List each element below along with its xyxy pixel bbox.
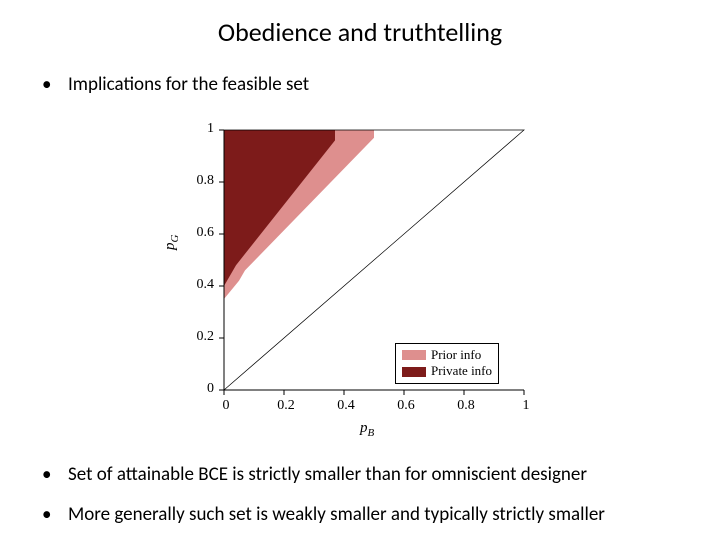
x-tick-label: 0.2: [274, 398, 298, 414]
y-tick-label: 1: [207, 121, 214, 137]
slide: Obedience and truthtelling • Implication…: [0, 0, 720, 540]
chart-svg: [164, 110, 556, 440]
y-tick-label: 0: [207, 381, 214, 397]
bullet-item: • Set of attainable BCE is strictly smal…: [40, 462, 680, 488]
x-tick-label: 1: [514, 398, 538, 414]
bullet-text: Set of attainable BCE is strictly smalle…: [68, 462, 587, 488]
feasible-set-chart: pG pB 0 0.2 0.4 0.6 0.8 1 0 0.2 0.4 0.6 0.8 1 Prior…: [164, 110, 556, 440]
bullet-marker: •: [40, 72, 68, 98]
bullet-text: Implications for the feasible set: [68, 72, 309, 98]
y-tick-label: 0.4: [197, 277, 215, 293]
y-tick-label: 0.8: [197, 173, 215, 189]
bullet-item: • Implications for the feasible set: [40, 72, 680, 98]
y-axis-label: pG: [162, 235, 181, 250]
legend-swatch: [402, 350, 426, 360]
bullet-marker: •: [40, 462, 68, 488]
bullets-bottom: • Set of attainable BCE is strictly smal…: [40, 462, 680, 541]
bullets-top: • Implications for the feasible set: [40, 72, 680, 112]
legend-label: Private info: [431, 363, 492, 379]
bullet-item: • More generally such set is weakly smal…: [40, 502, 680, 528]
x-tick-label: 0.4: [334, 398, 358, 414]
y-tick-label: 0.6: [197, 225, 215, 241]
bullet-text: More generally such set is weakly smalle…: [68, 502, 605, 528]
slide-title: Obedience and truthtelling: [0, 16, 720, 48]
legend-item: Private info: [402, 363, 492, 379]
x-axis-label: pB: [360, 420, 374, 439]
x-tick-label: 0.6: [394, 398, 418, 414]
y-tick-label: 0.2: [197, 329, 215, 345]
x-tick-label: 0.8: [454, 398, 478, 414]
bullet-marker: •: [40, 502, 68, 528]
legend-label: Prior info: [431, 347, 481, 363]
legend-item: Prior info: [402, 347, 492, 363]
chart-legend: Prior infoPrivate info: [395, 343, 499, 384]
legend-swatch: [402, 367, 426, 377]
x-tick-label: 0: [214, 398, 238, 414]
